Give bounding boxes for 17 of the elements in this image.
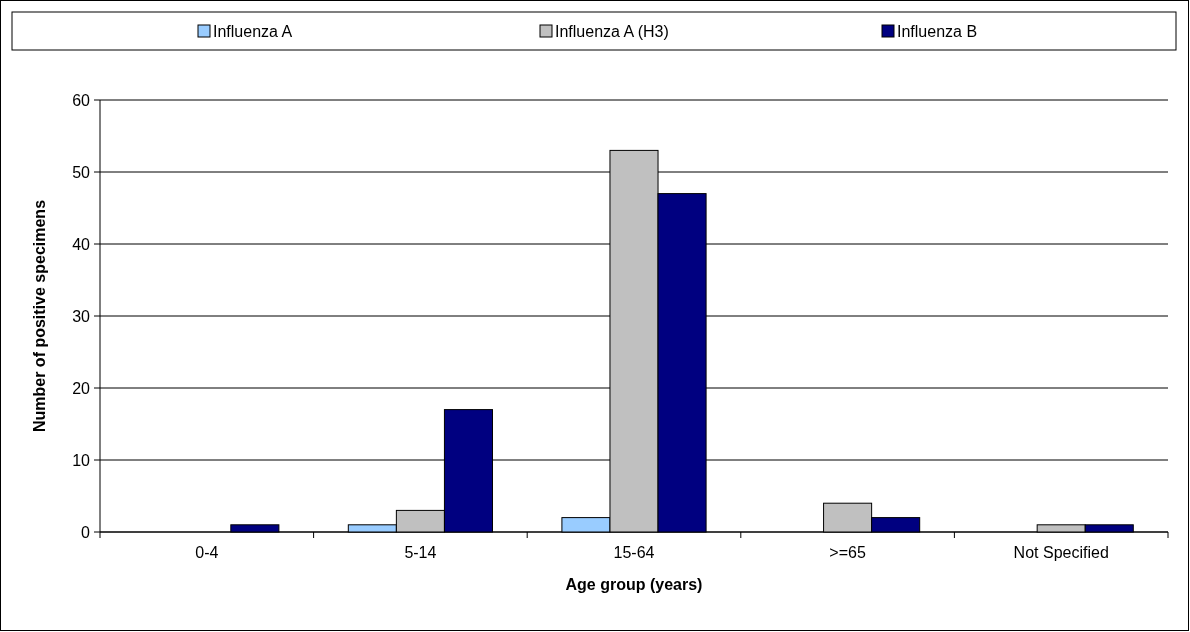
y-tick-label: 50 <box>72 163 91 181</box>
y-tick-label: 30 <box>72 307 91 325</box>
y-tick-label: 10 <box>72 451 91 469</box>
x-tick-label: Not Specified <box>1013 544 1109 561</box>
x-tick-label: 5-14 <box>404 544 437 561</box>
x-tick-label: 0-4 <box>195 544 219 561</box>
y-tick-label: 60 <box>72 91 91 109</box>
x-tick-label: >=65 <box>829 544 866 561</box>
legend-label: Influenza B <box>897 22 978 40</box>
y-tick-label: 0 <box>81 523 91 541</box>
y-axis-title: Number of positive specimens <box>31 199 48 433</box>
legend-label: Influenza A (H3) <box>555 22 669 40</box>
y-tick-label: 40 <box>72 235 91 253</box>
y-tick-label: 20 <box>72 379 91 397</box>
x-axis-title: Age group (years) <box>565 576 703 593</box>
legend-label: Influenza A <box>213 22 293 40</box>
x-tick-label: 15-64 <box>613 544 655 561</box>
